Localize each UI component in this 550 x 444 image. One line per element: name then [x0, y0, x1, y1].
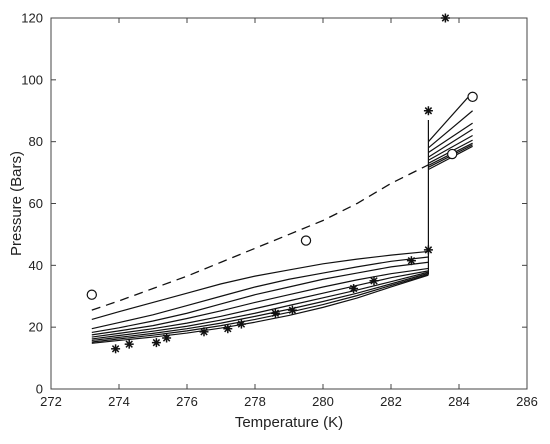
star-marker: [151, 338, 161, 348]
star-marker: [349, 284, 359, 294]
solid-series-line: [91, 272, 429, 342]
star-marker-stroke: [370, 277, 378, 285]
x-tick-label: 276: [176, 394, 198, 409]
dashed-series-line: [91, 164, 429, 311]
star-marker: [111, 344, 121, 354]
x-tick-label: 274: [108, 394, 130, 409]
star-marker: [124, 339, 134, 349]
x-tick-label: 278: [244, 394, 266, 409]
y-tick-label: 0: [36, 382, 43, 397]
x-axis-label: Temperature (K): [235, 414, 343, 431]
ticks: [50, 17, 528, 390]
star-marker-stroke: [200, 328, 208, 336]
star-marker: [406, 256, 416, 266]
star-marker-stroke: [441, 14, 450, 22]
star-marker: [162, 333, 172, 343]
star-marker-stroke: [162, 334, 171, 342]
y-tick-label: 120: [21, 11, 43, 26]
y-tick-label: 20: [29, 320, 43, 335]
circle-marker: [467, 91, 478, 103]
x-tick-label: 286: [516, 394, 538, 409]
star-marker-stroke: [224, 325, 232, 333]
x-tick-label: 282: [380, 394, 402, 409]
star-marker: [423, 245, 433, 255]
star-marker: [369, 276, 379, 286]
star-marker: [287, 305, 297, 315]
star-marker: [423, 106, 433, 116]
star-marker: [223, 324, 233, 334]
solid-series-line: [91, 274, 429, 343]
upper-series-segment: [428, 122, 473, 153]
upper-series-segment: [428, 134, 473, 161]
x-tick-label: 284: [448, 394, 470, 409]
circle-marker: [300, 235, 312, 246]
solid-series-line: [91, 256, 429, 330]
circle-marker: [447, 148, 458, 160]
star-marker: [440, 13, 450, 23]
star-marker-stroke: [407, 256, 416, 265]
solid-series-line: [91, 250, 429, 321]
circle-marker: [86, 289, 98, 300]
y-tick-label: 80: [29, 134, 43, 149]
series-group: [91, 91, 474, 344]
star-marker-stroke: [288, 306, 297, 314]
star-marker-stroke: [125, 340, 133, 348]
star-marker-stroke: [152, 338, 161, 347]
x-tick-label: 280: [312, 394, 334, 409]
star-marker-stroke: [271, 309, 280, 317]
solid-series-line: [91, 261, 429, 334]
solid-series-line: [91, 274, 429, 344]
upper-series-segment: [428, 128, 473, 158]
markers-group: [86, 13, 478, 354]
upper-series-segment: [428, 110, 473, 149]
solid-series-line: [91, 270, 429, 338]
x-tick-labels: 272 274 276 278 280 282 284 286: [40, 394, 538, 409]
star-marker-stroke: [111, 345, 120, 353]
upper-series-segment: [427, 91, 474, 143]
star-marker: [270, 308, 280, 318]
star-marker: [199, 327, 209, 337]
solid-series-line: [91, 267, 429, 336]
y-tick-label: 40: [29, 258, 43, 273]
x-tick-label: 272: [40, 394, 62, 409]
y-tick-label: 60: [29, 196, 43, 211]
y-tick-label: 100: [21, 72, 43, 87]
y-axis-label: Pressure (Bars): [8, 151, 25, 256]
solid-series-line: [91, 271, 429, 340]
star-marker-stroke: [424, 107, 433, 115]
star-marker-stroke: [349, 284, 358, 293]
y-tick-labels: 0 20 40 60 80 100 120: [21, 11, 43, 397]
star-marker-stroke: [237, 320, 246, 328]
star-marker: [236, 319, 246, 329]
star-marker-stroke: [424, 246, 433, 254]
